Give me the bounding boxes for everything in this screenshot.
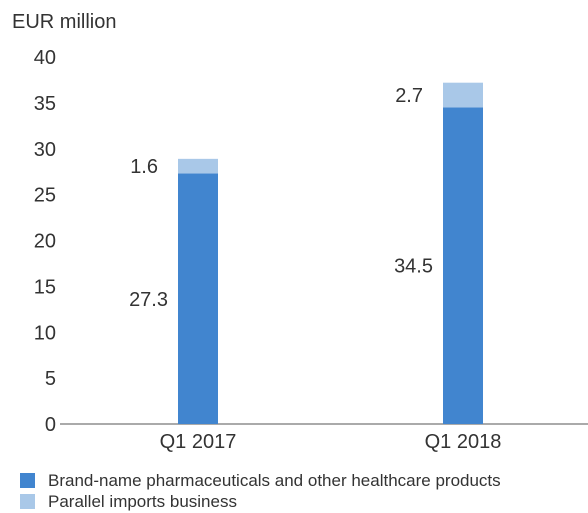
x-category-label: Q1 2018	[425, 431, 502, 453]
y-tick-label: 10	[34, 322, 56, 344]
y-tick-label: 15	[34, 276, 56, 298]
y-tick-label: 20	[34, 231, 56, 253]
legend-swatch-parallel-imports	[20, 494, 35, 509]
y-tick-label: 40	[34, 47, 56, 69]
legend-item-brand-name: Brand-name pharmaceuticals and other hea…	[20, 470, 501, 491]
x-category-label: Q1 2017	[160, 431, 237, 453]
data-label-parallel-imports: 1.6	[130, 156, 158, 178]
y-tick-label: 5	[45, 368, 56, 390]
x-axis: Q1 2017 Q1 2018	[60, 423, 588, 453]
bar-segment-brand-name	[178, 173, 218, 424]
legend-swatch-brand-name	[20, 473, 35, 488]
bar-segment-brand-name	[443, 107, 483, 425]
data-label-brand-name: 27.3	[129, 289, 168, 311]
bar-segment-parallel-imports	[178, 158, 218, 174]
bar-segment-parallel-imports	[443, 82, 483, 108]
y-axis: 0 5 10 15 20 25 30 35 40	[34, 47, 56, 436]
data-labels: 27.3 1.6 34.5 2.7	[129, 85, 433, 311]
unit-label: EUR million	[12, 11, 116, 33]
y-tick-label: 30	[34, 139, 56, 161]
legend: Brand-name pharmaceuticals and other hea…	[20, 470, 501, 512]
data-label-brand-name: 34.5	[394, 256, 433, 278]
legend-item-parallel-imports: Parallel imports business	[20, 491, 501, 512]
y-tick-label: 25	[34, 185, 56, 207]
legend-label-brand-name: Brand-name pharmaceuticals and other hea…	[48, 470, 501, 490]
y-tick-label: 35	[34, 93, 56, 115]
y-tick-label: 0	[45, 414, 56, 436]
legend-label-parallel-imports: Parallel imports business	[48, 491, 237, 511]
bars	[178, 82, 483, 425]
data-label-parallel-imports: 2.7	[395, 85, 423, 107]
